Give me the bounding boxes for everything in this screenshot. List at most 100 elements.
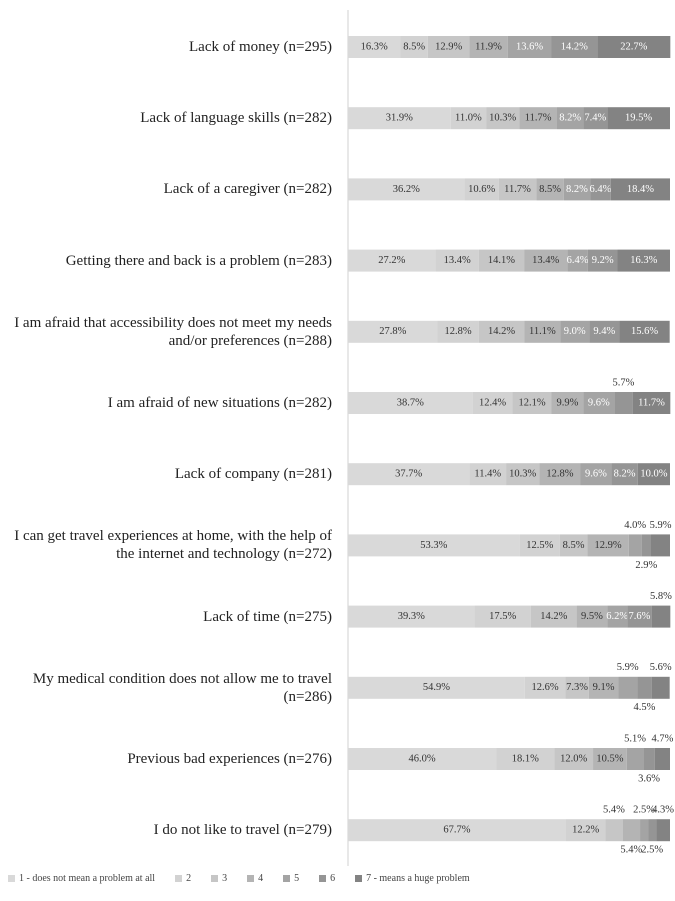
bar-segment	[478, 249, 525, 272]
category-label: Lack of company (n=281)	[174, 466, 332, 483]
value-label: 5.6%	[650, 662, 672, 673]
bar-segment	[348, 178, 465, 201]
bar-segment	[627, 605, 652, 628]
legend-entry: 1 - does not mean a problem at all	[8, 873, 155, 884]
bar-segment	[348, 748, 497, 770]
value-label: 36.2%	[393, 184, 420, 195]
bar-segment	[567, 249, 588, 272]
legend-label: 3	[222, 873, 228, 884]
value-label: 11.7%	[525, 113, 552, 124]
value-label: 4.5%	[633, 702, 655, 713]
value-label: 6.2%	[606, 611, 628, 622]
value-label: 27.2%	[378, 255, 405, 266]
bar-segment	[536, 178, 564, 201]
category-label: Lack of a caregiver (n=282)	[163, 181, 332, 198]
bar-segment	[607, 605, 628, 628]
legend-label: 6	[330, 873, 336, 884]
category-label: Lack of money (n=295)	[189, 39, 332, 55]
bar-segment	[605, 819, 623, 842]
bar-segment	[560, 320, 590, 343]
bar-segment	[614, 392, 633, 414]
value-label: 19.5%	[625, 113, 652, 124]
bar-segment	[551, 36, 598, 58]
value-label: 12.1%	[518, 397, 545, 408]
legend-swatch	[283, 875, 291, 882]
value-label: 12.4%	[479, 397, 506, 408]
bar-segment	[651, 534, 670, 557]
legend-swatch	[319, 875, 327, 882]
value-label: 11.4%	[474, 469, 501, 480]
value-label: 12.5%	[526, 540, 553, 551]
legend-label: 4	[258, 873, 264, 884]
value-label: 12.2%	[572, 825, 599, 836]
bar-segment	[474, 605, 531, 628]
value-label: 10.3%	[489, 113, 516, 124]
category-label: I am afraid of new situations (n=282)	[107, 395, 332, 411]
value-label: 12.8%	[445, 326, 472, 337]
legend-entry: 7 - means a huge problem	[355, 873, 470, 884]
bar-segment	[551, 392, 584, 414]
category-label: Getting there and back is a problem (n=2…	[65, 252, 332, 269]
bar-segment	[559, 534, 588, 557]
value-label: 9.0%	[564, 326, 586, 337]
category-label: I do not like to travel (n=279)	[153, 822, 332, 839]
value-label: 12.9%	[435, 41, 462, 52]
category-label: My medical condition does not allow me t…	[32, 670, 332, 705]
bar-segment	[632, 392, 671, 414]
bar-segment	[524, 676, 566, 699]
bar-segment	[507, 36, 552, 58]
value-label: 6.4%	[590, 184, 612, 195]
bar-segment	[506, 463, 540, 486]
bar-segment	[617, 249, 670, 272]
bar-segment	[611, 463, 638, 486]
value-label: 7.6%	[628, 611, 650, 622]
category-label: Lack of language skills (n=282)	[140, 110, 332, 127]
value-label: 4.0%	[624, 520, 646, 531]
bar-segment	[583, 392, 615, 414]
bar-segment	[348, 36, 401, 58]
value-label: 17.5%	[489, 611, 516, 622]
bar-segment	[654, 748, 670, 770]
legend-label: 7 - means a huge problem	[366, 873, 470, 884]
bar-segment	[554, 748, 594, 770]
legend-label: 2	[186, 873, 192, 884]
bar-segment	[626, 748, 644, 770]
bar-segment	[576, 605, 608, 628]
bar-segment	[651, 605, 671, 628]
bar-segment	[486, 107, 520, 130]
value-label: 22.7%	[620, 41, 647, 52]
value-label: 8.5%	[563, 540, 585, 551]
value-label: 2.5%	[633, 805, 655, 816]
bar-segment	[512, 392, 552, 414]
value-label: 18.1%	[512, 753, 539, 764]
legend-swatch	[175, 875, 183, 882]
bar-segment	[588, 676, 619, 699]
value-label: 9.4%	[593, 326, 615, 337]
bar-segment	[563, 178, 591, 201]
legend-swatch	[355, 875, 363, 882]
value-label: 16.3%	[630, 255, 657, 266]
value-label: 12.6%	[532, 682, 559, 693]
value-label: 5.8%	[650, 591, 672, 602]
bar-segment	[587, 534, 629, 557]
category-label: Lack of time (n=275)	[203, 608, 332, 625]
bar-segment	[565, 676, 589, 699]
legend-entry: 6	[319, 873, 335, 884]
value-label: 5.9%	[650, 520, 672, 531]
value-label: 18.4%	[627, 184, 654, 195]
value-label: 6.4%	[567, 255, 589, 266]
value-label: 11.7%	[504, 184, 531, 195]
bar-segment	[478, 320, 525, 343]
legend-swatch	[247, 875, 255, 882]
value-label: 9.5%	[581, 611, 603, 622]
value-label: 11.1%	[529, 326, 556, 337]
bar-segment	[641, 534, 652, 557]
bar-segment	[348, 676, 525, 699]
value-label: 13.4%	[532, 255, 559, 266]
value-label: 8.5%	[539, 184, 561, 195]
legend-label: 5	[294, 873, 300, 884]
value-label: 10.6%	[468, 184, 495, 195]
value-label: 14.2%	[488, 326, 515, 337]
